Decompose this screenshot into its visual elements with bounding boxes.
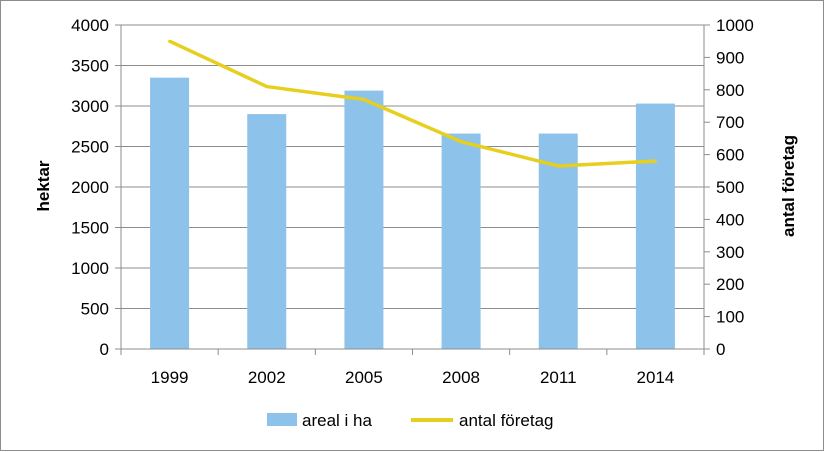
bar-1999 [150, 77, 190, 350]
x-tick-label: 1999 [151, 368, 189, 387]
right-tick-label: 200 [716, 275, 744, 294]
right-tick-label: 100 [716, 308, 744, 327]
line-point-2014 [653, 159, 657, 163]
line-path [168, 39, 656, 168]
right-tick-label: 400 [716, 210, 744, 229]
line-point-2002 [265, 85, 269, 89]
x-tick-label: 2011 [540, 368, 577, 387]
right-tick-label: 1000 [716, 16, 754, 35]
right-tick-label: 0 [716, 340, 725, 359]
line-series-antal-foretag [168, 39, 657, 168]
legend: areal i ha antal företag [267, 411, 554, 430]
line-point-2011 [556, 164, 560, 168]
legend-swatch-areal [267, 413, 297, 426]
bar-2008 [441, 133, 481, 349]
right-tick-label: 300 [716, 243, 744, 262]
gridlines [121, 24, 704, 309]
right-tick-label: 800 [716, 81, 744, 100]
bar-2002 [247, 114, 287, 349]
left-tick-label: 3000 [71, 97, 109, 116]
left-tick-label: 3500 [71, 57, 109, 76]
x-tick-label: 2002 [248, 368, 286, 387]
left-tick-label: 2000 [71, 178, 109, 197]
right-axis-tick-labels: 0 100 200 300 400 500 600 700 800 900 1000 [716, 16, 754, 359]
left-tick-label: 1000 [71, 259, 109, 278]
left-axis-tick-labels: 0 500 1000 1500 2000 2500 3000 3500 4000 [71, 16, 109, 359]
left-tick-label: 2500 [71, 138, 109, 157]
line-point-1999 [168, 39, 172, 43]
y2-axis-title: antal företag [779, 135, 798, 237]
right-tick-label: 600 [716, 146, 744, 165]
right-tick-label: 900 [716, 48, 744, 67]
bar-2005 [344, 90, 384, 350]
right-tick-label: 700 [716, 113, 744, 132]
y-axis-title: hektar [34, 160, 53, 211]
legend-label-areal: areal i ha [302, 411, 372, 430]
bar-2014 [635, 103, 675, 349]
left-tick-label: 500 [81, 300, 109, 319]
x-axis-tick-labels: 1999 2002 2005 2008 2011 2014 [151, 368, 675, 387]
bar-series-areal [150, 77, 675, 350]
line-point-2005 [362, 98, 366, 102]
right-tick-label: 500 [716, 178, 744, 197]
line-point-2008 [459, 140, 463, 144]
left-tick-label: 0 [100, 340, 109, 359]
bar-2011 [538, 133, 578, 349]
x-tick-label: 2014 [637, 368, 675, 387]
left-tick-label: 4000 [71, 16, 109, 35]
legend-label-antal-foretag: antal företag [459, 411, 554, 430]
left-tick-label: 1500 [71, 219, 109, 238]
x-tick-label: 2008 [442, 368, 480, 387]
axes [115, 24, 710, 355]
x-tick-label: 2005 [345, 368, 383, 387]
